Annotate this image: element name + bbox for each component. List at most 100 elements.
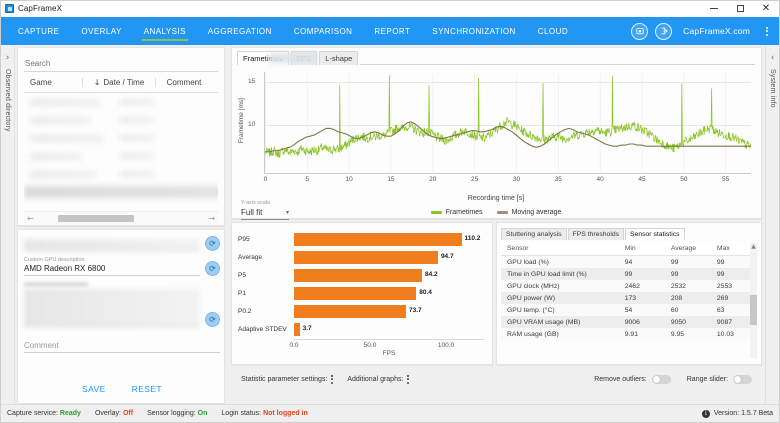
maximize-button[interactable] bbox=[727, 1, 753, 17]
bar-row[interactable]: P1 80.4 bbox=[238, 285, 484, 302]
refresh-icon[interactable]: ⟳ bbox=[205, 236, 220, 251]
table-row[interactable] bbox=[30, 171, 96, 178]
table-row[interactable]: GPU power (W) 173 208 269 bbox=[501, 292, 757, 304]
legend-item-frametimes[interactable]: Frametimes bbox=[430, 209, 483, 216]
tab-fps-thresholds[interactable]: FPS thresholds bbox=[567, 228, 625, 240]
statistic-parameter-settings[interactable]: Statistic parameter settings: bbox=[241, 374, 334, 384]
tab-analysis[interactable]: ANALYSIS bbox=[133, 17, 197, 45]
range-slider-toggle[interactable] bbox=[733, 374, 752, 384]
system-info-rail[interactable]: ‹ System info bbox=[765, 45, 779, 404]
tab-cloud[interactable]: CLOUD bbox=[527, 17, 579, 45]
cell-max: 99 bbox=[710, 268, 757, 280]
bar-x-tick: 100.0 bbox=[437, 342, 455, 349]
table-row[interactable] bbox=[30, 135, 104, 142]
minimize-button[interactable] bbox=[701, 1, 727, 17]
table-row[interactable]: GPU clock (MHz) 2462 2532 2553 bbox=[501, 280, 757, 292]
table-row[interactable] bbox=[120, 171, 154, 177]
cell-min: 2462 bbox=[618, 280, 665, 292]
table-row[interactable]: RAM usage (GB) 9.91 9.95 10.03 bbox=[501, 328, 757, 340]
capture-service-status: Capture service: Ready bbox=[7, 410, 81, 417]
cell-avg: 99 bbox=[664, 268, 711, 280]
x-tick: 45 bbox=[638, 176, 646, 183]
frametime-plot[interactable]: Frametime [ms] 15 10 0 5 10 15 20 25 30 35 40 45 5… bbox=[237, 68, 755, 202]
bar-fill bbox=[294, 305, 407, 318]
gpu-description-value[interactable]: AMD Radeon RX 6800 bbox=[24, 264, 200, 276]
observed-directory-label: Observed directory bbox=[4, 69, 11, 132]
ram-description-label-redacted bbox=[24, 282, 88, 287]
observed-directory-rail[interactable]: › Observed directory bbox=[1, 45, 15, 404]
kebab-menu-icon[interactable] bbox=[761, 26, 773, 36]
tab-overlay[interactable]: OVERLAY bbox=[70, 17, 132, 45]
cpu-description-field[interactable] bbox=[24, 239, 200, 251]
kebab-menu-icon[interactable] bbox=[407, 374, 410, 384]
table-row[interactable]: Time in GPU load limit (%) 99 99 99 bbox=[501, 268, 757, 280]
gpu-description-label: Custom GPU description bbox=[24, 257, 85, 263]
tab-report[interactable]: REPORT bbox=[363, 17, 421, 45]
bar-x-axis-label: FPS bbox=[382, 350, 396, 357]
table-row[interactable] bbox=[120, 153, 154, 159]
ram-description-field[interactable] bbox=[24, 282, 200, 327]
bar-row[interactable]: P5 84.2 bbox=[238, 267, 484, 284]
cell-max: 2553 bbox=[710, 280, 757, 292]
refresh-icon[interactable]: ⟳ bbox=[205, 261, 220, 276]
search-input[interactable] bbox=[24, 57, 218, 72]
bar-track: 80.4 bbox=[294, 287, 484, 300]
website-link[interactable]: CapFrameX.com bbox=[683, 26, 750, 36]
column-header-comment[interactable]: Comment bbox=[166, 78, 202, 87]
tab-sensor-statistics[interactable]: Sensor statistics bbox=[625, 228, 685, 240]
reset-button[interactable]: RESET bbox=[131, 384, 162, 394]
capture-service-value: Ready bbox=[59, 410, 81, 417]
tab-synchronization-label: SYNCHRONIZATION bbox=[432, 26, 516, 36]
refresh-icon[interactable]: ⟳ bbox=[205, 312, 220, 327]
remove-outliers-toggle[interactable] bbox=[651, 374, 671, 384]
legend-item-moving-average[interactable]: Moving average bbox=[496, 209, 561, 216]
table-row[interactable]: GPU VRAM usage (MB) 9006 9050 9087 bbox=[501, 316, 757, 328]
record-rows[interactable] bbox=[24, 93, 218, 211]
horizontal-scrollbar[interactable]: ← → bbox=[24, 211, 218, 225]
gpu-description-field[interactable]: Custom GPU description AMD Radeon RX 680… bbox=[24, 257, 200, 276]
table-row[interactable] bbox=[30, 117, 90, 124]
bar-row[interactable]: P0.2 73.7 bbox=[238, 303, 484, 320]
title-bar: CapFrameX ✕ bbox=[1, 1, 779, 17]
tab-aggregation[interactable]: AGGREGATION bbox=[197, 17, 283, 45]
screenshot-icon[interactable] bbox=[631, 22, 649, 40]
tab-capture[interactable]: CAPTURE bbox=[7, 17, 70, 45]
tab-synchronization[interactable]: SYNCHRONIZATION bbox=[421, 17, 527, 45]
additional-graphs[interactable]: Additional graphs: bbox=[347, 374, 410, 384]
close-button[interactable]: ✕ bbox=[761, 2, 771, 14]
scroll-left-icon[interactable]: ← bbox=[27, 214, 34, 223]
cpu-description-value-redacted[interactable] bbox=[24, 239, 200, 251]
scroll-up-icon[interactable]: ▲ bbox=[751, 243, 756, 250]
bar-value: 110.2 bbox=[464, 235, 481, 242]
column-header-game[interactable]: Game bbox=[30, 78, 52, 87]
scrollbar-thumb[interactable] bbox=[750, 295, 757, 325]
table-row[interactable] bbox=[120, 135, 154, 141]
table-row[interactable]: GPU load (%) 94 99 99 bbox=[501, 255, 757, 268]
ram-description-value-redacted[interactable] bbox=[24, 289, 200, 327]
table-row[interactable] bbox=[120, 117, 154, 123]
bar-row[interactable]: Average 94.7 bbox=[238, 249, 484, 266]
kebab-menu-icon[interactable] bbox=[331, 374, 334, 384]
chart-legend: Frametimes Moving average bbox=[237, 209, 755, 216]
tab-stuttering-analysis[interactable]: Stuttering analysis bbox=[501, 228, 567, 240]
app-logo-icon bbox=[5, 4, 14, 13]
scroll-right-icon[interactable]: → bbox=[208, 214, 215, 223]
bar-row[interactable]: P95 110.2 bbox=[238, 231, 484, 248]
x-tick: 50 bbox=[680, 176, 688, 183]
bar-row[interactable]: Adaptive STDEV 3.7 bbox=[238, 321, 484, 338]
tab-comparison[interactable]: COMPARISON bbox=[283, 17, 364, 45]
y-axis-scale-value: Full fit bbox=[241, 208, 263, 217]
table-row[interactable] bbox=[120, 99, 154, 105]
table-scrollbar[interactable]: ▲ bbox=[750, 243, 757, 358]
comment-input[interactable]: Comment bbox=[24, 341, 220, 353]
save-button[interactable]: SAVE bbox=[82, 384, 106, 394]
scrollbar-thumb[interactable] bbox=[57, 215, 134, 222]
tab-l-shape[interactable]: L-shape bbox=[319, 51, 359, 65]
login-icon[interactable] bbox=[655, 22, 673, 40]
table-row[interactable] bbox=[30, 99, 100, 106]
table-row[interactable] bbox=[30, 153, 82, 160]
column-header-date-time[interactable]: ↓ Date / Time bbox=[82, 78, 156, 87]
y-axis-scale-select[interactable]: Full fit ▾ bbox=[241, 208, 289, 220]
table-row-selected[interactable] bbox=[24, 186, 218, 198]
table-row[interactable]: GPU temp. (°C) 54 60 63 bbox=[501, 304, 757, 316]
